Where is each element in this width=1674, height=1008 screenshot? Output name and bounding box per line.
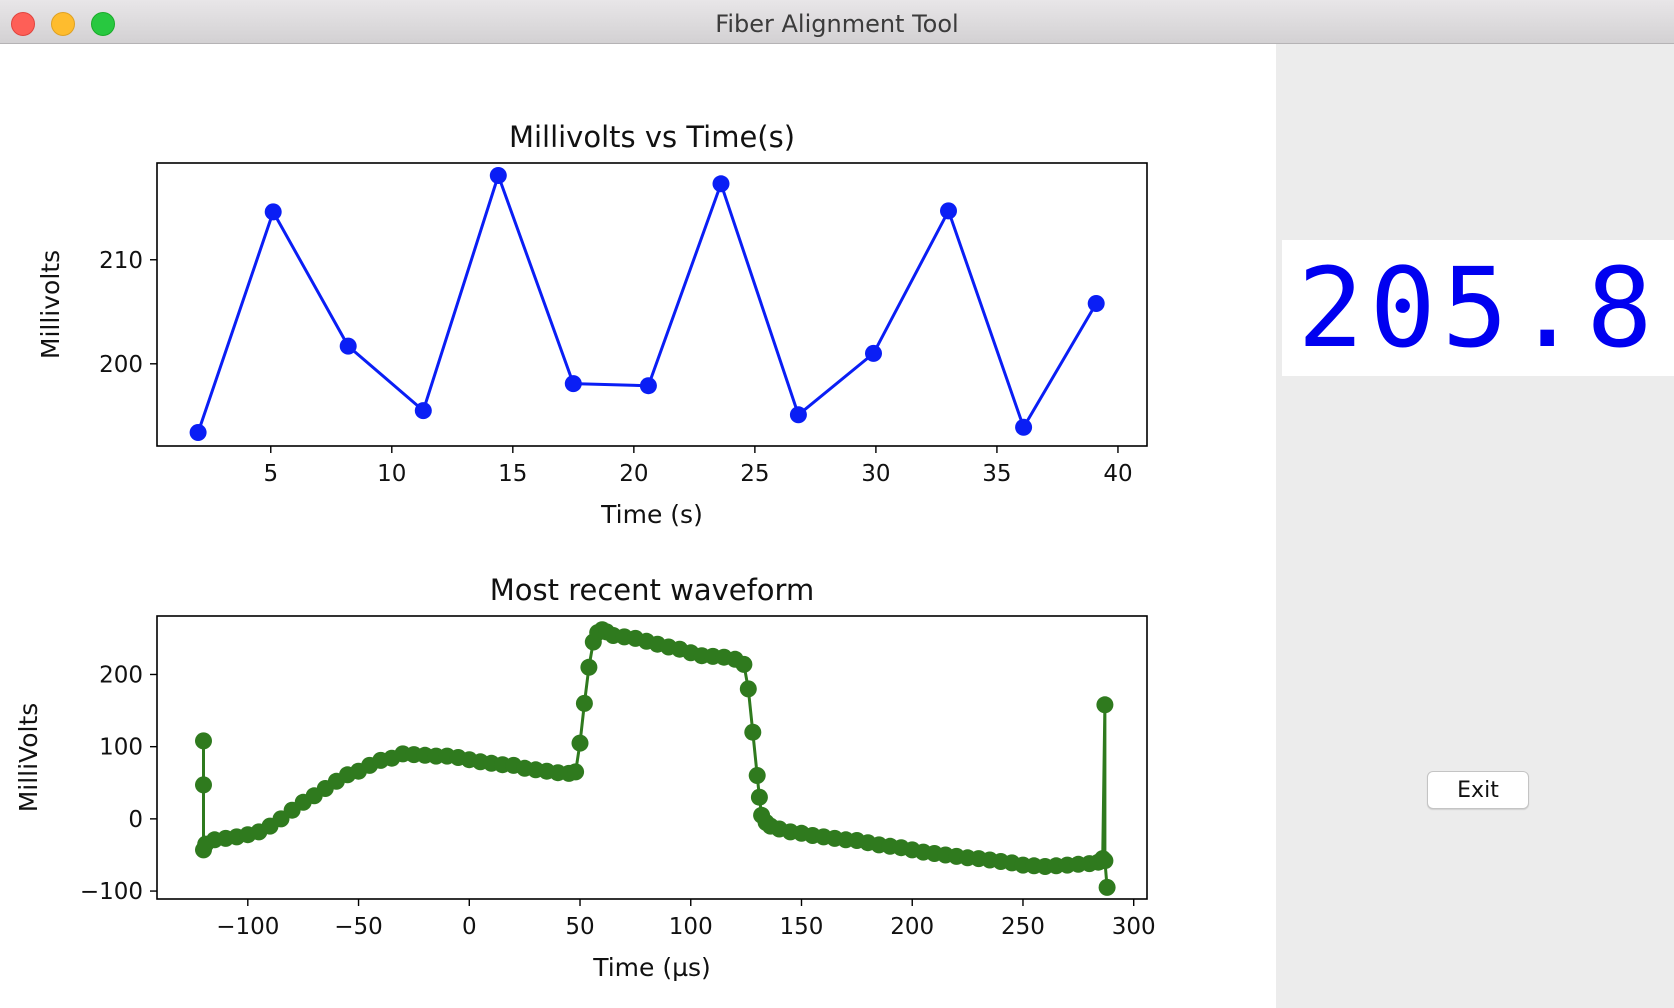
waveform-data-point xyxy=(580,658,598,676)
waveform-x-axis-label: Time (µs) xyxy=(592,953,711,982)
trend-data-point xyxy=(414,402,432,420)
trend-data-point xyxy=(940,202,957,220)
trend-x-tick-label: 15 xyxy=(498,461,527,487)
waveform-y-tick-label: −100 xyxy=(80,879,143,905)
trend-x-tick-label: 10 xyxy=(377,461,406,487)
waveform-data-point xyxy=(571,734,589,752)
trend-data-point xyxy=(189,424,207,441)
waveform-y-axis-label: MilliVolts xyxy=(14,703,43,813)
close-window-button[interactable] xyxy=(11,12,35,36)
trend-data-point xyxy=(712,175,730,193)
waveform-data-point xyxy=(195,776,212,794)
trend-x-tick-label: 25 xyxy=(740,461,769,487)
waveform-x-tick-label: 250 xyxy=(1001,914,1045,940)
trend-data-point xyxy=(564,375,582,393)
waveform-data-point xyxy=(744,723,762,741)
trend-data-point xyxy=(789,406,807,424)
waveform-data-point xyxy=(575,694,593,712)
waveform-x-tick-label: −100 xyxy=(216,914,279,940)
exit-button[interactable]: Exit xyxy=(1427,771,1529,809)
window-title: Fiber Alignment Tool xyxy=(715,10,959,38)
title-bar: Fiber Alignment Tool xyxy=(0,0,1674,44)
waveform-series-line xyxy=(202,628,1109,888)
waveform-y-tick-label: 200 xyxy=(99,662,143,688)
trend-y-tick-label: 200 xyxy=(99,352,143,378)
trend-data-point xyxy=(639,377,657,395)
waveform-x-tick-label: 200 xyxy=(890,914,934,940)
zoom-window-button[interactable] xyxy=(91,12,115,36)
trend-chart-title: Millivolts vs Time(s) xyxy=(509,120,795,154)
trend-data-point xyxy=(1015,418,1033,436)
waveform-data-point xyxy=(195,732,212,750)
trend-data-point xyxy=(339,337,357,355)
waveform-data-point xyxy=(750,788,768,806)
side-panel: 205.8 Exit xyxy=(1276,44,1674,1008)
trend-plot-frame xyxy=(156,162,1148,447)
waveform-chart-title: Most recent waveform xyxy=(490,573,814,607)
waveform-x-tick-label: 50 xyxy=(565,914,594,940)
trend-data-point xyxy=(264,203,282,221)
waveform-x-tick-label: −50 xyxy=(334,914,383,940)
trend-data-point xyxy=(489,167,507,184)
trend-x-tick-label: 35 xyxy=(982,461,1011,487)
trend-data-point xyxy=(865,344,882,362)
minimize-window-button[interactable] xyxy=(51,12,75,36)
trend-x-tick-label: 20 xyxy=(619,461,648,487)
waveform-data-point xyxy=(739,680,757,698)
waveform-y-tick-label: 100 xyxy=(99,735,143,761)
trend-y-axis-label: Millivolts xyxy=(36,250,65,359)
waveform-data-point xyxy=(1098,878,1116,896)
trend-x-axis-label: Time (s) xyxy=(600,500,703,529)
waveform-x-tick-label: 150 xyxy=(780,914,824,940)
waveform-y-tick-label: 0 xyxy=(128,807,143,833)
waveform-data-point xyxy=(748,767,766,784)
waveform-plot-frame xyxy=(156,615,1148,900)
waveform-data-point xyxy=(567,763,585,781)
trend-y-tick-label: 210 xyxy=(99,248,143,274)
trend-x-tick-label: 30 xyxy=(861,461,890,487)
waveform-data-point xyxy=(735,655,753,673)
waveform-x-tick-label: 300 xyxy=(1112,914,1156,940)
millivolt-readout: 205.8 xyxy=(1282,240,1674,376)
waveform-x-tick-label: 0 xyxy=(462,914,477,940)
trend-x-tick-label: 40 xyxy=(1103,461,1132,487)
waveform-data-point xyxy=(1096,696,1114,714)
plot-canvas: Millivolts vs Time(s) 5 10 15 20 25 30 35 40 200 2… xyxy=(0,44,1276,1008)
trend-data-point xyxy=(1087,295,1105,312)
trend-x-tick-label: 5 xyxy=(263,461,278,487)
waveform-x-tick-label: 100 xyxy=(669,914,713,940)
waveform-data-point xyxy=(1096,852,1114,870)
charts-figure: Millivolts vs Time(s) 5 10 15 20 25 30 35 40 200 2… xyxy=(14,120,1156,982)
